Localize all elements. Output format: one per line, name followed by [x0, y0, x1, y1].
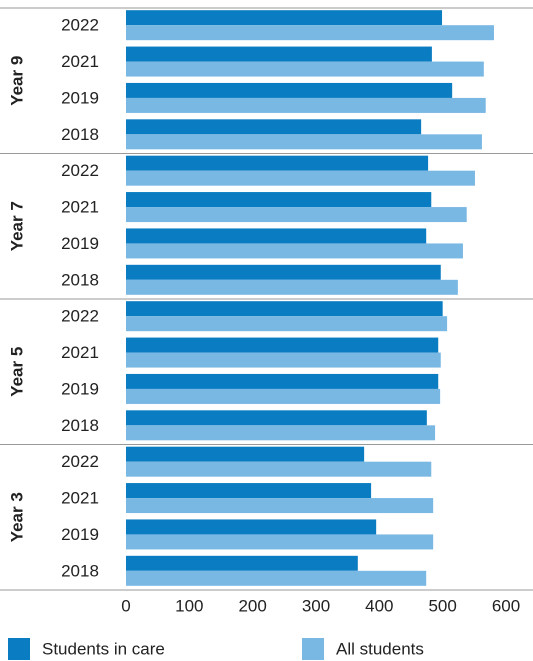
- bar: [126, 316, 448, 332]
- bar: [126, 228, 427, 244]
- bar: [126, 10, 443, 26]
- bar: [126, 519, 377, 535]
- bar: [126, 301, 443, 317]
- bar: [126, 534, 434, 550]
- category-label: 2019: [61, 88, 99, 107]
- x-tick-label: 500: [428, 596, 456, 615]
- bar: [126, 279, 458, 295]
- legend-label: All students: [336, 639, 424, 658]
- x-tick-label: 0: [121, 596, 130, 615]
- x-tick-label: 400: [365, 596, 393, 615]
- category-label: 2021: [61, 489, 99, 508]
- x-tick-label: 600: [492, 596, 520, 615]
- group-label: Year 3: [7, 492, 26, 542]
- bar: [126, 446, 365, 462]
- bar: [126, 337, 439, 353]
- bar: [126, 134, 482, 150]
- category-label: 2018: [61, 125, 99, 144]
- bar: [126, 192, 432, 208]
- x-tick-label: 200: [238, 596, 266, 615]
- bar: [126, 170, 475, 186]
- category-label: 2019: [61, 525, 99, 544]
- x-tick-label: 300: [302, 596, 330, 615]
- category-label: 2019: [61, 234, 99, 253]
- legend-label: Students in care: [42, 639, 165, 658]
- bar: [126, 425, 436, 441]
- bar: [126, 119, 422, 135]
- bar: [126, 155, 429, 171]
- category-label: 2022: [61, 307, 99, 326]
- category-label: 2022: [61, 16, 99, 35]
- category-label: 2022: [61, 452, 99, 471]
- legend-swatch: [302, 638, 324, 660]
- bar: [126, 264, 441, 280]
- bar: [126, 410, 427, 426]
- category-label: 2021: [61, 343, 99, 362]
- category-label: 2021: [61, 52, 99, 71]
- category-label: 2022: [61, 161, 99, 180]
- bar: [126, 373, 439, 389]
- bar: [126, 555, 358, 571]
- bar: [126, 25, 494, 41]
- bar: [126, 61, 484, 77]
- category-label: 2018: [61, 561, 99, 580]
- category-label: 2018: [61, 416, 99, 435]
- group-label: Year 7: [7, 201, 26, 251]
- x-tick-label: 100: [175, 596, 203, 615]
- category-label: 2018: [61, 270, 99, 289]
- bar: [126, 352, 441, 368]
- group-label: Year 9: [7, 56, 26, 106]
- bar: [126, 483, 372, 499]
- category-label: 2021: [61, 198, 99, 217]
- bar: [126, 498, 434, 514]
- group-label: Year 5: [7, 347, 26, 397]
- bar: [126, 46, 432, 62]
- bar: [126, 207, 467, 223]
- legend-swatch: [8, 638, 30, 660]
- category-label: 2019: [61, 379, 99, 398]
- bar: [126, 388, 441, 404]
- bar: [126, 82, 453, 98]
- bar: [126, 243, 463, 259]
- bar: [126, 97, 486, 113]
- bar: [126, 461, 432, 477]
- bar: [126, 570, 427, 586]
